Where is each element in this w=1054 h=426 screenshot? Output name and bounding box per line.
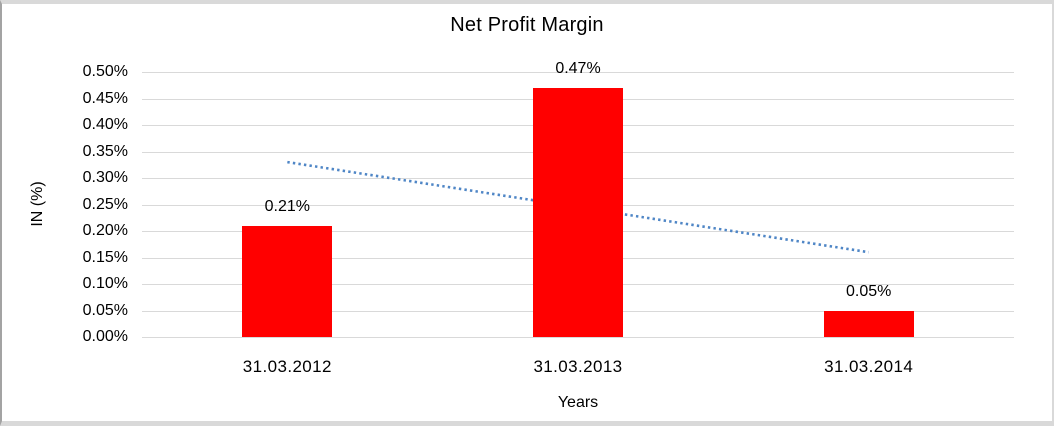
bar-31.03.2013 xyxy=(533,87,623,337)
y-tick-label: 0.00% xyxy=(82,328,128,345)
y-tick-label: 0.50% xyxy=(82,63,128,80)
gridline xyxy=(142,72,1014,73)
y-tick-label: 0.35% xyxy=(82,142,128,160)
bar-31.03.2012 xyxy=(242,225,333,337)
chart-title: Net Profit Margin xyxy=(450,14,604,36)
x-tick-label: 31.03.2013 xyxy=(533,357,623,376)
x-axis-title: Years xyxy=(557,394,599,411)
x-tick-label: 31.03.2014 xyxy=(824,357,914,376)
y-tick-label: 0.25% xyxy=(82,195,128,213)
y-tick-label: 0.20% xyxy=(82,222,128,239)
plot-area: 0.21% 0.47% 0.05% xyxy=(142,60,1014,338)
x-tick-label: 31.03.2012 xyxy=(242,357,332,376)
gridline xyxy=(142,337,1014,338)
data-label: 0.05% xyxy=(845,282,892,300)
y-tick-label: 0.30% xyxy=(82,169,128,186)
y-tick-label: 0.45% xyxy=(82,89,128,107)
y-tick-label: 0.05% xyxy=(82,301,128,319)
y-tick-label: 0.10% xyxy=(82,275,128,292)
y-tick-label: 0.15% xyxy=(82,248,128,266)
bar-31.03.2014 xyxy=(823,310,914,337)
y-tick-label: 0.40% xyxy=(82,116,128,133)
data-label: 0.47% xyxy=(555,59,601,77)
data-label: 0.21% xyxy=(264,197,311,215)
